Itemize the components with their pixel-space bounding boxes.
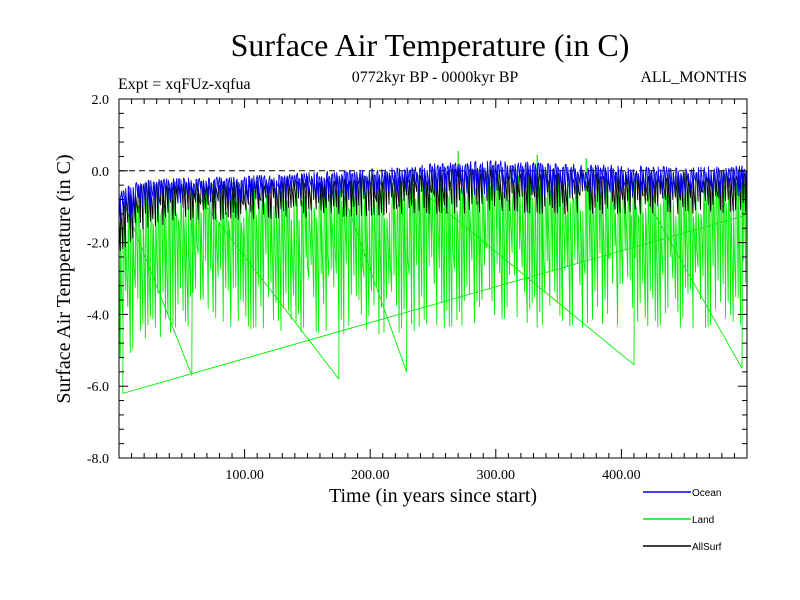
legend-label-ocean: Ocean: [692, 488, 721, 499]
y-tick-label: -2.0: [87, 237, 109, 252]
y-tick-label: -4.0: [87, 308, 109, 323]
legend-label-land: Land: [692, 515, 714, 526]
series-allsurf: [118, 166, 748, 251]
months-label: ALL_MONTHS: [640, 69, 747, 86]
x-tick-label: 400.00: [602, 468, 641, 483]
x-tick-label: 200.00: [351, 468, 390, 483]
legend-label-allsurf: AllSurf: [692, 542, 722, 553]
x-tick-label: 300.00: [477, 468, 516, 483]
x-tick-label: 100.00: [225, 468, 264, 483]
y-axis-label: Surface Air Temperature (in C): [53, 154, 75, 403]
plot-area: [118, 151, 748, 394]
axes: 100.00 200.00 300.00 400.00 2.0 0.0 -2.0 -4.0 -6…: [87, 93, 748, 483]
y-tick-label: 2.0: [92, 93, 110, 108]
experiment-label: Expt = xqFUz-xqfua: [118, 76, 251, 93]
y-tick-label: 0.0: [92, 165, 110, 180]
time-range-label: 0772kyr BP - 0000kyr BP: [352, 69, 519, 86]
y-tick-label: -6.0: [87, 380, 109, 395]
x-axis-label: Time (in years since start): [329, 485, 537, 507]
y-tick-label: -8.0: [87, 452, 109, 467]
series-ocean: [118, 159, 748, 220]
chart-title: Surface Air Temperature (in C): [231, 27, 630, 63]
legend: Ocean Land AllSurf: [643, 488, 722, 553]
